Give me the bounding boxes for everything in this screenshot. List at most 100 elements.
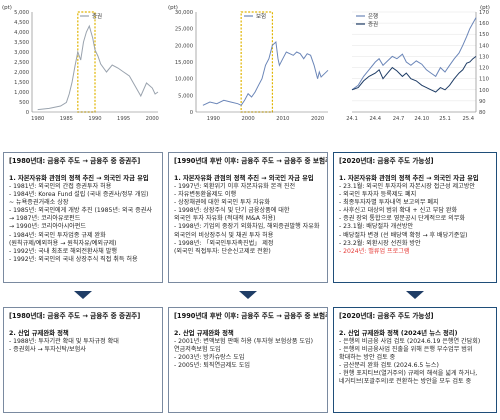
col2-arrow-down-icon xyxy=(239,291,257,299)
col2-box1-line: - 1997년: 외환위기 이후 자본자유화 본격 진전 xyxy=(174,183,296,190)
col3-box1-line: - 23.2월: 외환시장 선진화 방안 xyxy=(339,239,421,247)
col1-box1-line: - 1992년: 국내 최초로 해외전환사채 발행 xyxy=(9,247,117,255)
chart-bank-securities: (pt) 80 90 100 110 120 130 140 150 160 170 24.1 24.4… xyxy=(334,0,500,127)
col3-box1-line: - 23.1월: 배당절차 개선방안 xyxy=(339,223,414,231)
bank-securities-line-chart: (pt) 80 90 100 110 120 130 140 150 160 170 24.1 24.4… xyxy=(346,5,490,122)
col3-box1-list: - 23.1월: 외국인 투자자의 자본시장 접근성 제고방안 - 외국인 투자… xyxy=(339,183,491,256)
col3-box2-list: - 은행의 비금융 사업 검토 (2024.6.19 은행연 간담회) - 은행… xyxy=(339,338,491,387)
col2-box1-line: (외국인 직접투자: 단순신고제로 전환) xyxy=(174,247,271,255)
col2-box1-list: - 1997년: 외환위기 이후 자본자유화 본격 진전 - 자유변동환율제도 … xyxy=(174,183,322,256)
series-line-1 xyxy=(202,40,329,106)
y-tick-label: 100 xyxy=(479,88,489,94)
col3-policy-box: [2020년대: 금융주 주도 가능성] 1. 자본자유화 관점의 정책 추진 … xyxy=(333,152,497,283)
y-tick-label: 140 xyxy=(479,43,489,49)
x-tick-label: 1985 xyxy=(60,116,73,122)
col3-box1-line: - 배당절차 변경 (선 배당액 확정 → 후 배당기준일) xyxy=(339,231,468,239)
col2-box2-subtitle: 2. 산업 규제완화 정책 xyxy=(174,330,234,337)
col3-box1-line: - 사후신고 대상의 범위 확대 + 신고 부담 완화 xyxy=(339,207,458,215)
col2-deregulation-box: [1990년대 후반 이후: 금융주 주도 → 금융주 중 보험주] 2. 산업… xyxy=(168,307,328,413)
col3-deregulation-box: [2020년대: 금융주 주도 가능성] 2. 산업 규제완화 정책 (2024… xyxy=(333,307,497,413)
col1-box1-line: ~ 뉴욕증권거래소 상장 xyxy=(9,199,69,207)
y-tick-label: 80 xyxy=(479,110,486,116)
y-tick-label: 2,000 xyxy=(14,70,29,76)
securities-line-chart: (pt) 0 500 1,000 1,500 2,000 2,500 3,000 3,500 4,… xyxy=(2,5,159,122)
x-tick-label: 2010 xyxy=(276,116,289,122)
col2-box1-line: 외국인 투자 자유화 (적대적 M&A 허용) xyxy=(174,215,276,223)
y-tick-label: 1,000 xyxy=(14,90,29,96)
y-tick-label: 3,000 xyxy=(14,50,29,56)
legend-label: 증권 xyxy=(368,20,378,28)
y-tick-label: 160 xyxy=(479,21,489,27)
col3-box2-line: - 은행의 비금융 사업 검토 (2024.6.19 은행연 간담회) xyxy=(339,338,481,345)
col3-box1-subtitle: 1. 자본자유화 관점의 정책 추진 → 외국인 자금 유입 xyxy=(339,175,479,182)
legend-label: 증권 xyxy=(92,12,102,20)
y-tick-label: 20,000 xyxy=(175,43,193,49)
y-tick-label: 5,000 xyxy=(14,10,29,16)
col3-box2-subtitle: 2. 산업 규제완화 정책 (2024년 뉴스 정리) xyxy=(339,330,458,337)
x-tick-label: 1980 xyxy=(31,116,44,122)
x-tick-label: 2000 xyxy=(242,116,255,122)
col2-box1-line: - 1998년: 기업의 중장기 외화차입, 해외증권발행 자유화 xyxy=(174,223,320,231)
x-tick-label: 1995 xyxy=(117,116,130,122)
y-tick-label: 0 xyxy=(26,110,29,116)
y-tick-label: 130 xyxy=(479,54,489,60)
col2-box2-line: 연금저축보험 도입 xyxy=(174,346,221,354)
y-tick-label: 4,500 xyxy=(14,20,29,26)
chart-securities: (pt) 0 500 1,000 1,500 2,000 2,500 3,000 3,500 4,… xyxy=(0,0,163,127)
x-tick-label: 1990 xyxy=(88,116,101,122)
y-tick-label: 4,000 xyxy=(14,30,29,36)
chart-insurance: (pt) 0 5,000 10,000 15,000 20,000 25,000 30,000… xyxy=(166,0,333,127)
y-tick-label: 25,000 xyxy=(175,27,193,33)
col2-box2-line: - 2001년: 변액보험 판매 허용 (투자형 보험상품 도입) xyxy=(174,338,313,345)
y-tick-label: 2,500 xyxy=(14,60,29,66)
y-tick-label: 500 xyxy=(19,100,29,106)
col3-box1-line: - 최종투자자별 투자내역 보고의무 폐지 xyxy=(339,199,439,207)
col2-box1-line: - 자유변동환율제도 이행 xyxy=(174,191,237,199)
y-tick-label: 120 xyxy=(479,66,489,72)
col2-box2-line: - 2005년: 퇴직연금제도 도입 xyxy=(174,362,251,370)
unit-label: (pt) xyxy=(2,5,12,11)
x-tick-label: 24.4 xyxy=(369,116,381,122)
col2-box1-line: - 상장채권에 대한 외국인 투자 자유화 xyxy=(174,199,270,207)
col1-box1-line: - 1992년: 외국인의 국내 상장주식 직접 취득 허용 xyxy=(9,255,138,263)
col1-policy-box: [1980년대: 금융주 주도 → 금융주 중 증권주] 1. 자본자유화 관점… xyxy=(3,152,163,283)
col1-box1-line: - 1984년: 외국인 투자업종 규제 완화 xyxy=(9,231,106,239)
col2-box1-line: - 1998년: 「외국인투자촉진법」 제정 xyxy=(174,239,274,247)
y-tick-label: 170 xyxy=(479,10,489,16)
col3-box2-line: 확대하는 방안 검토 중 xyxy=(339,354,396,362)
series-line-은행 xyxy=(351,17,477,91)
y-tick-label: 110 xyxy=(479,77,489,83)
col2-box1-subtitle: 1. 자본자유화 관점의 정책 추진 → 외국인 자금 유입 xyxy=(174,175,314,182)
col3-box2-line: 네거티브(포괄주의)로 전환하는 방안을 모두 검토 중 xyxy=(339,378,472,386)
col3-box2-line: - 현행 포지티브(열거주의) 규제의 해석을 넓게 하거나, xyxy=(339,370,478,378)
col3-box2-title: [2020년대: 금융주 주도 가능성] xyxy=(339,312,434,320)
col3-box1-line: - 외국인 투자자 등록제도 폐지 xyxy=(339,191,417,199)
x-tick-label: 25.4 xyxy=(462,116,474,122)
col3-box1-line: - 증권 장외 통합으로 영문공시 단계적으로 의무화 xyxy=(339,215,465,223)
x-tick-label: 2020 xyxy=(311,116,324,122)
x-tick-label: 24.10 xyxy=(414,116,429,122)
x-tick-label: 1990 xyxy=(207,116,220,122)
col3-box2-line: - 금산분리 완화 검토 (2024.6.5 뉴스) xyxy=(339,362,439,370)
col2-box2-line: - 2003년: 방카슈랑스 도입 xyxy=(174,354,245,362)
legend-label: 보험 xyxy=(256,13,266,20)
col3-arrow-down-icon xyxy=(406,291,424,299)
col1-box2-list: - 1988년: 투자기관 확대 및 투자규정 확대 - 증권회사 → 투자신탁… xyxy=(9,338,157,354)
col1-box1-line: → 1987년: 코리아유로펀드 xyxy=(9,215,81,223)
y-tick-label: 15,000 xyxy=(175,60,193,66)
col1-box1-line: → 1990년: 코리아아시아펀드 xyxy=(9,223,86,231)
y-tick-label: 90 xyxy=(479,99,486,105)
y-tick-label: 30,000 xyxy=(175,10,193,16)
col1-box1-line: (원칙규제/예외허용 → 원칙자유/예외규제) xyxy=(9,239,117,247)
y-tick-label: 10,000 xyxy=(175,77,193,83)
col2-box2-list: - 2001년: 변액보험 판매 허용 (투자형 보험상품 도입) 연금저축보험… xyxy=(174,338,322,370)
col2-box1-title: [1990년대 후반 이후: 금융주 주도 → 금융주 중 보험주] xyxy=(174,157,328,165)
series-line-증권 xyxy=(351,55,477,93)
legend-label: 은행 xyxy=(368,12,378,20)
col1-box1-title: [1980년대: 금융주 주도 → 금융주 중 증권주] xyxy=(9,157,141,165)
col1-arrow-down-icon xyxy=(74,291,92,299)
col1-deregulation-box: [1980년대: 금융주 주도 → 금융주 중 증권주] 2. 산업 규제완화 … xyxy=(3,307,163,413)
col1-box1-line: - 1985년: 외국인에게 개방 추진 (1985년: 외국 증권사 xyxy=(9,207,152,215)
col2-policy-box: [1990년대 후반 이후: 금융주 주도 → 금융주 중 보험주] 1. 자본… xyxy=(168,152,328,283)
highlight-box xyxy=(77,11,96,113)
